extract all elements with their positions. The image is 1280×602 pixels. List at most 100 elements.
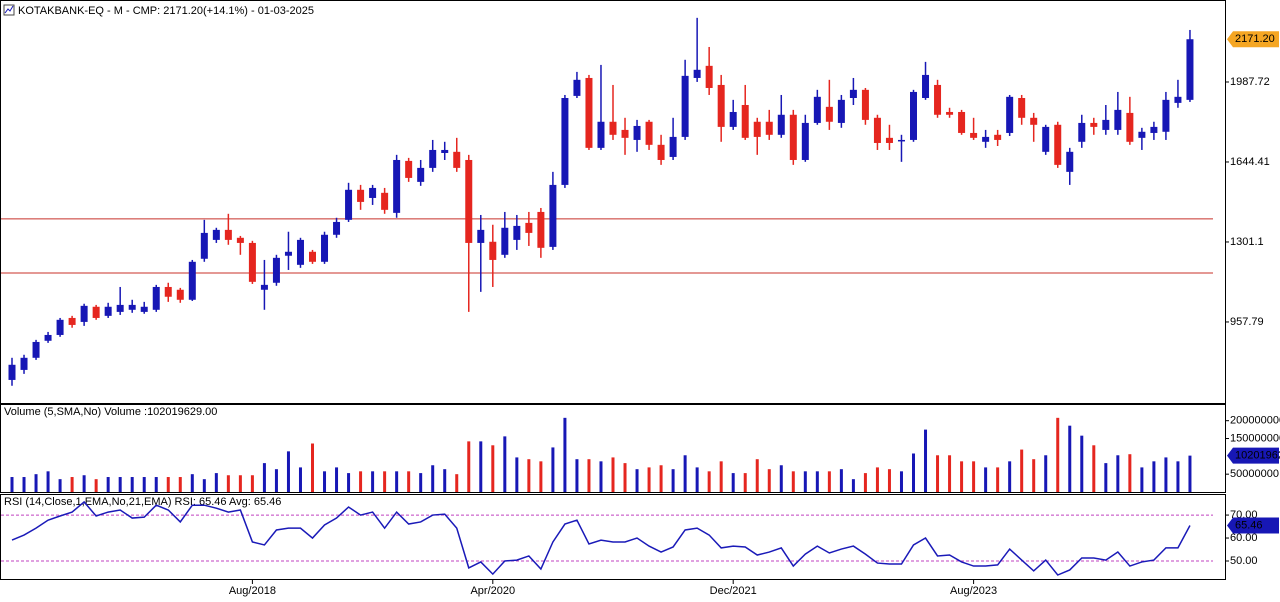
candle-body [1162, 99, 1170, 132]
volume-bar [1128, 454, 1132, 492]
candle-body [513, 225, 521, 240]
candle-body [1066, 151, 1074, 172]
candle-body [537, 211, 545, 248]
volume-bar [431, 465, 435, 492]
candle-body [80, 305, 88, 322]
rsi-title: RSI (14,Close,1,EMA,No,21,EMA) RSI: 65.4… [4, 496, 281, 508]
volume-bar [118, 477, 122, 492]
volume-bar [94, 479, 98, 492]
volume-bar [1116, 455, 1120, 492]
candle-body [68, 317, 76, 325]
volume-bar [984, 467, 988, 492]
candle-body [393, 159, 401, 213]
volume-bar [58, 479, 62, 492]
volume-bar [1080, 435, 1084, 492]
y-tick-label: 50.00 [1230, 555, 1258, 567]
candle-body [621, 129, 629, 138]
volume-bar [298, 467, 302, 492]
volume-bar [491, 445, 495, 492]
volume-bar [1176, 461, 1180, 492]
candle-body [248, 242, 256, 282]
volume-bar [912, 453, 915, 492]
volume-bar [503, 436, 507, 492]
candle-body [873, 117, 881, 143]
candle-body [212, 229, 220, 240]
candle-body [633, 125, 641, 140]
x-tick-label: Aug/2023 [950, 585, 997, 597]
candle-body [897, 139, 905, 142]
candle-body [645, 121, 653, 145]
volume-bar [960, 461, 964, 492]
candle-body [609, 121, 617, 135]
volume-bar [359, 471, 363, 492]
volume-bar [1032, 459, 1036, 492]
y-tick-label: 1987.72 [1230, 76, 1270, 88]
candle-body [705, 65, 713, 88]
volume-bar [731, 473, 735, 492]
candle-body [885, 137, 893, 143]
volume-bar [863, 473, 867, 492]
chart-title: KOTAKBANK-EQ - M - CMP: 2171.20(+14.1%) … [18, 5, 314, 17]
volume-bar [563, 417, 567, 492]
volume-bar [154, 477, 158, 492]
volume-bar [671, 469, 675, 492]
candle-body [813, 96, 821, 123]
candle-body [922, 74, 930, 98]
volume-bar [1044, 455, 1048, 492]
candle-body [1078, 122, 1086, 142]
candle-body [910, 91, 917, 140]
candle-body [729, 111, 737, 127]
volume-bar [635, 469, 639, 492]
candle-body [489, 241, 497, 260]
volume-bar [527, 459, 531, 492]
y-tick-label: 60.00 [1230, 532, 1258, 544]
candle-body [405, 160, 413, 178]
candle-body [946, 111, 954, 115]
volume-bar [611, 457, 615, 492]
candle-body [525, 222, 533, 233]
value-tag-label: 65.46 [1235, 519, 1263, 531]
y-tick-label: 50000000.00 [1230, 468, 1280, 480]
candle-body [825, 106, 833, 122]
candle-body [284, 251, 292, 256]
candle-body [849, 89, 857, 98]
candle-body [741, 104, 749, 138]
volume-bar [659, 465, 663, 492]
candle-body [789, 114, 797, 160]
candle-body [681, 75, 689, 137]
volume-bar [839, 469, 843, 492]
candle-body [92, 306, 100, 318]
volume-bar [719, 461, 723, 492]
volume-bar [539, 461, 543, 492]
candle-body [104, 306, 112, 316]
x-tick-label: Apr/2020 [470, 585, 515, 597]
candle-body [777, 114, 785, 135]
volume-bar [599, 461, 603, 492]
candle-body [934, 84, 942, 115]
volume-bar [924, 429, 928, 492]
candle-body [357, 189, 365, 202]
volume-bar [791, 471, 795, 492]
candle-body [1150, 126, 1158, 133]
candle-body [753, 121, 761, 137]
volume-bar [250, 475, 254, 492]
volume-bar [1008, 461, 1012, 492]
candle-body [272, 257, 280, 283]
candle-body [56, 319, 64, 335]
candle-body [333, 221, 341, 235]
volume-bar [899, 471, 903, 492]
volume-bar [238, 475, 242, 492]
volume-bar [1140, 467, 1144, 492]
y-tick-label: 1301.1 [1230, 236, 1264, 248]
volume-bar [479, 441, 483, 492]
rsi-line [11, 500, 1191, 576]
volume-bar [82, 475, 86, 492]
volume-bar [1020, 449, 1024, 492]
y-tick-label: 200000000.00 [1230, 415, 1280, 427]
candle-body [20, 357, 28, 370]
candle-body [1186, 39, 1194, 100]
y-tick-label: 1644.41 [1230, 156, 1270, 168]
volume-bar [178, 477, 182, 492]
candle-body [309, 251, 316, 262]
volume-bar [323, 471, 327, 492]
